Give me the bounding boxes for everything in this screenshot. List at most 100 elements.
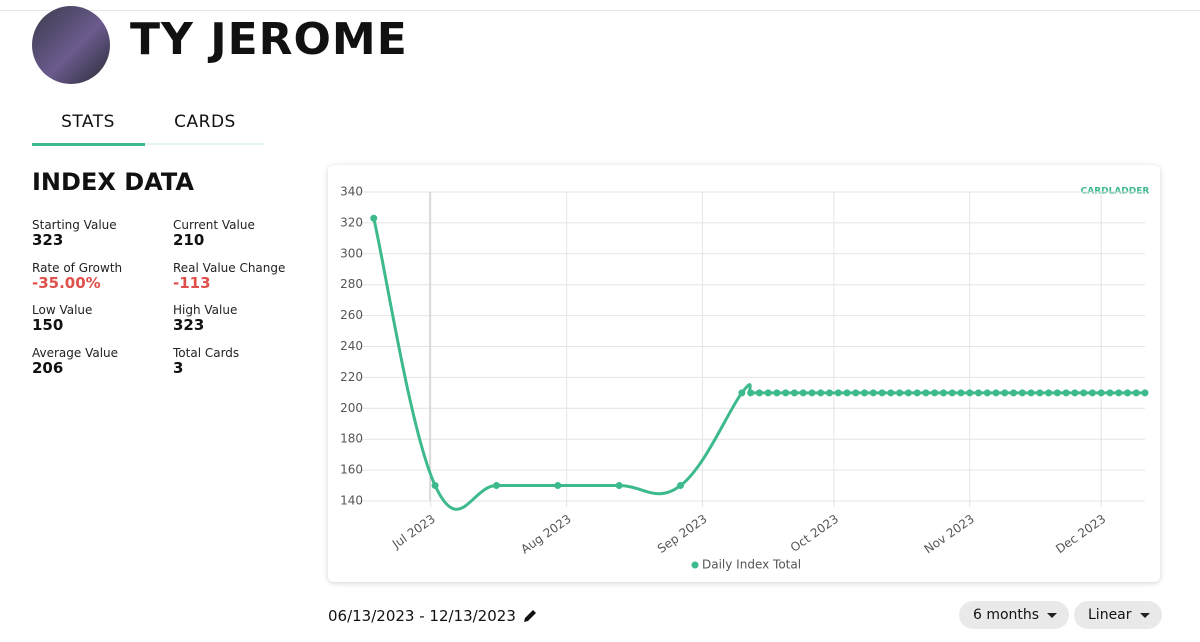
- point: [1123, 389, 1131, 397]
- point: [834, 389, 842, 397]
- section-title: INDEX DATA: [32, 168, 194, 196]
- point: [1062, 389, 1070, 397]
- point: [913, 389, 921, 397]
- point: [887, 389, 895, 397]
- divider: [0, 10, 1200, 11]
- point: [1036, 389, 1044, 397]
- point: [1088, 389, 1096, 397]
- player-name: TY JEROME: [130, 14, 408, 65]
- stat-label: Real Value Change: [173, 260, 286, 275]
- point: [1045, 389, 1053, 397]
- point: [1053, 389, 1061, 397]
- stat-value: 323: [32, 231, 64, 249]
- legend-marker: [691, 561, 699, 569]
- point: [747, 389, 755, 397]
- tab-indicator: [32, 143, 145, 146]
- point: [1141, 389, 1149, 397]
- point: [554, 482, 562, 490]
- stat-value: -113: [173, 273, 211, 292]
- point: [764, 389, 772, 397]
- point: [843, 389, 851, 397]
- tab-underline: [145, 143, 265, 145]
- y-tick-label: 200: [340, 401, 363, 415]
- x-tick-label: Dec 2023: [1053, 512, 1108, 556]
- point: [869, 389, 877, 397]
- line: [372, 217, 1145, 511]
- point: [370, 214, 378, 222]
- point: [773, 389, 781, 397]
- point: [939, 389, 947, 397]
- point: [738, 389, 746, 397]
- y-tick-label: 180: [340, 432, 363, 446]
- point: [1071, 389, 1079, 397]
- y-tick-label: 340: [340, 185, 363, 199]
- point: [974, 389, 982, 397]
- tab[interactable]: STATS: [61, 112, 115, 132]
- stat-label: Low Value: [32, 303, 93, 317]
- stat-value: 206: [32, 358, 64, 377]
- point: [615, 482, 623, 490]
- x-tick-label: Nov 2023: [922, 512, 977, 557]
- stat-label: Starting Value: [32, 218, 117, 232]
- point: [1097, 389, 1105, 397]
- point: [904, 389, 912, 397]
- x-tick-label: Jul 2023: [389, 512, 438, 552]
- stat-value: 323: [173, 316, 205, 334]
- chart-card: CARDLADDER 140 160 180 200 220 240 260 280 300 32…: [328, 165, 1160, 582]
- point: [808, 389, 816, 397]
- point: [431, 482, 439, 490]
- point: [677, 482, 685, 490]
- y-tick-label: 140: [340, 494, 363, 508]
- point: [1080, 389, 1088, 397]
- x-tick-label: Sep 2023: [655, 512, 710, 556]
- stat-label: High Value: [173, 303, 238, 317]
- point: [1132, 389, 1140, 397]
- point: [861, 389, 869, 397]
- stat-label: Total Cards: [173, 345, 240, 360]
- point: [1115, 389, 1123, 397]
- y-tick-label: 240: [340, 339, 363, 353]
- stat-label: Rate of Growth: [32, 260, 123, 275]
- tab[interactable]: CARDS: [174, 112, 236, 132]
- point: [1106, 389, 1114, 397]
- point: [878, 389, 886, 397]
- stat-value: 150: [32, 316, 64, 334]
- point: [957, 389, 965, 397]
- point: [948, 389, 956, 397]
- point: [782, 389, 790, 397]
- edit-icon[interactable]: [522, 608, 538, 624]
- player-avatar: [32, 6, 110, 84]
- point: [966, 389, 974, 397]
- point: [1018, 389, 1026, 397]
- point: [755, 389, 763, 397]
- stat-value: -35.00%: [32, 273, 101, 292]
- point: [817, 389, 825, 397]
- y-tick-label: 160: [340, 463, 363, 477]
- point: [790, 389, 798, 397]
- point: [1001, 389, 1009, 397]
- x-tick-label: Oct 2023: [788, 512, 841, 555]
- period-button[interactable]: 6 months: [959, 601, 1070, 629]
- stat-label: Current Value: [173, 218, 255, 232]
- point: [799, 389, 807, 397]
- point: [983, 389, 991, 397]
- y-tick-label: 320: [340, 215, 363, 229]
- point: [1010, 389, 1018, 397]
- point: [922, 389, 930, 397]
- legend-label: Daily Index Total: [702, 558, 801, 572]
- y-tick-label: 220: [340, 370, 363, 384]
- date-range: 06/13/2023 - 12/13/2023: [328, 607, 516, 625]
- point: [1027, 389, 1035, 397]
- y-tick-label: 280: [340, 277, 363, 291]
- chart: CARDLADDER 14016018020022024026028030032…: [340, 185, 1149, 572]
- point: [825, 389, 833, 397]
- point: [852, 389, 860, 397]
- stat-value: 3: [173, 358, 184, 377]
- stat-value: 210: [173, 231, 205, 249]
- scale-button[interactable]: Linear: [1074, 601, 1162, 629]
- point: [992, 389, 1000, 397]
- stat-label: Average Value: [32, 345, 119, 360]
- point: [896, 389, 904, 397]
- point: [931, 389, 939, 397]
